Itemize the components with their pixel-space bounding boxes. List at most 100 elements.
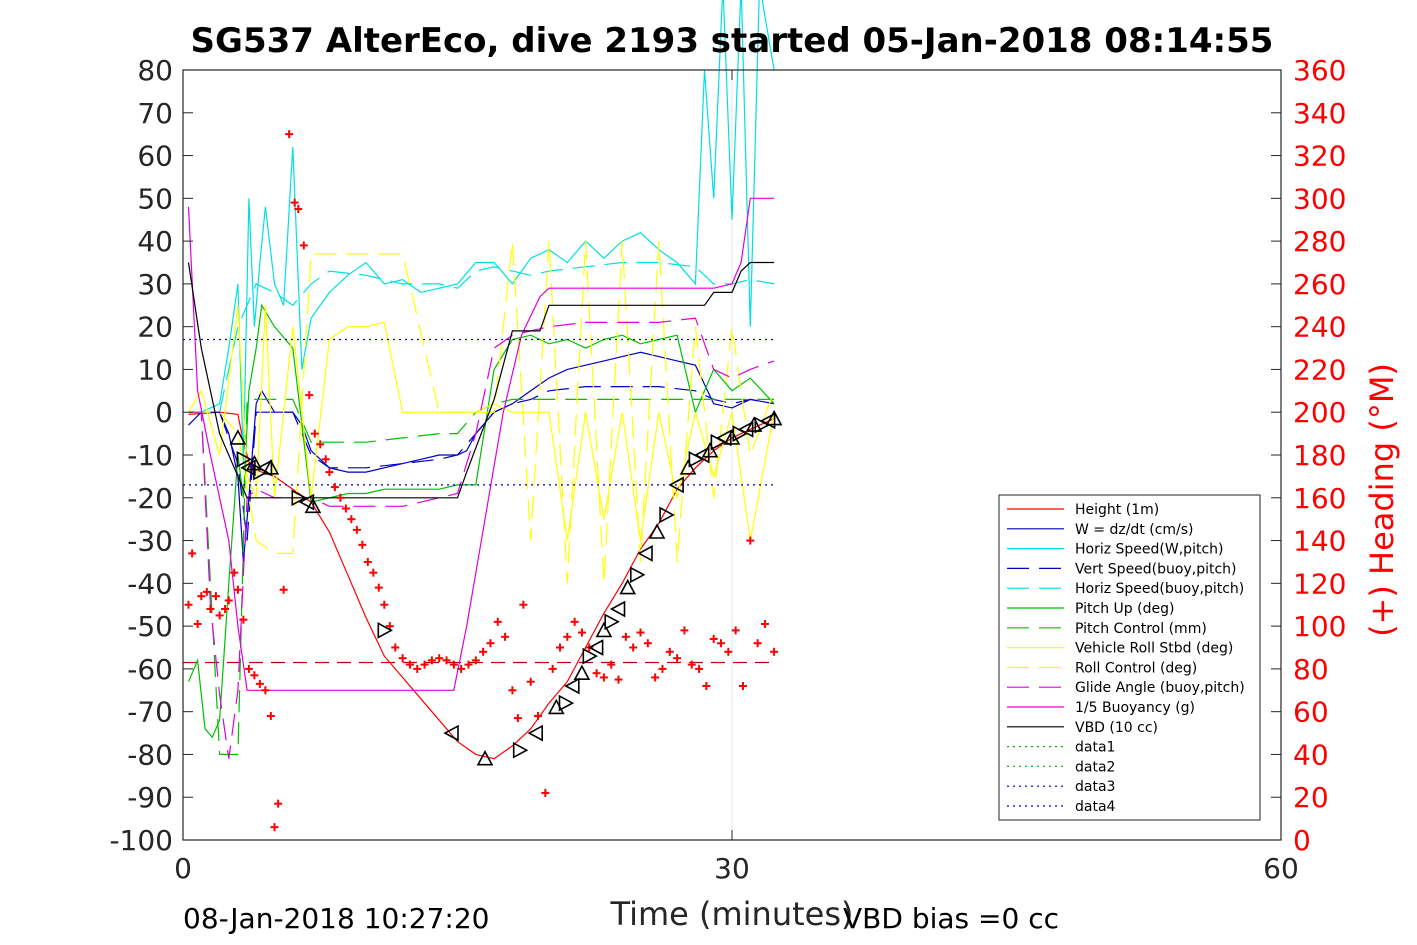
x-tick-label: 60	[1263, 852, 1299, 885]
heading-point	[442, 656, 451, 665]
heading-point	[299, 241, 308, 250]
vbd-bias-footer: VBD bias =0 cc	[843, 902, 1059, 935]
heading-point	[352, 525, 361, 534]
heading-point	[330, 483, 339, 492]
triangle-marker	[716, 429, 732, 447]
heading-point	[770, 647, 779, 656]
triangle-marker	[679, 459, 697, 475]
heading-point	[250, 671, 259, 680]
heading-point	[211, 592, 220, 601]
heading-point	[224, 596, 233, 605]
heading-point	[193, 619, 202, 628]
left-y-tick-label: 30	[137, 268, 173, 301]
heading-point	[369, 568, 378, 577]
heading-point	[336, 493, 345, 502]
heading-point	[760, 619, 769, 628]
triangle-marker	[648, 523, 666, 539]
heading-point	[184, 600, 193, 609]
heading-point	[695, 664, 704, 673]
series-line-9	[188, 317, 775, 759]
left-y-tick-label: -10	[127, 439, 173, 472]
legend-entry-label: Vert Speed(buoy,pitch)	[1075, 561, 1237, 577]
series-line-3	[188, 386, 775, 541]
right-y-tick-label: 280	[1293, 225, 1346, 258]
legend-entry-label: data3	[1075, 779, 1115, 795]
heading-point	[599, 673, 608, 682]
heading-point	[427, 656, 436, 665]
heading-point	[614, 675, 623, 684]
legend-entry-label: W = dz/dt (cm/s)	[1075, 522, 1194, 538]
triangle-marker	[723, 429, 741, 445]
heading-point	[555, 643, 564, 652]
legend-entry-label: Horiz Speed(W,pitch)	[1075, 542, 1223, 558]
series-line-1	[188, 351, 775, 562]
triangle-marker	[737, 420, 754, 438]
heading-point	[563, 632, 572, 641]
heading-point	[508, 686, 517, 695]
x-axis-label: Time (minutes)	[610, 895, 854, 933]
heading-point	[724, 647, 733, 656]
heading-point	[753, 639, 762, 648]
right-y-tick-label: 40	[1293, 738, 1329, 771]
legend-entry-label: Horiz Speed(buoy,pitch)	[1075, 581, 1244, 597]
timestamp-footer: 08-Jan-2018 10:27:20	[183, 902, 489, 935]
triangle-marker	[659, 506, 675, 524]
right-y-tick-label: 240	[1293, 311, 1346, 344]
legend-entry-label: 1/5 Buoyancy (g)	[1075, 700, 1195, 716]
right-y-tick-label: 160	[1293, 482, 1346, 515]
heading-point	[717, 639, 726, 648]
heading-point	[643, 639, 652, 648]
legend-entry-label: data1	[1075, 740, 1115, 756]
legend-entry-label: VBD (10 cc)	[1075, 720, 1158, 736]
left-y-tick-label: 70	[137, 97, 173, 130]
right-y-tick-label: 340	[1293, 97, 1346, 130]
heading-point	[513, 714, 522, 723]
triangle-marker	[476, 750, 494, 766]
left-y-tick-label: 10	[137, 353, 173, 386]
heading-point	[391, 643, 400, 652]
heading-point	[449, 660, 458, 669]
heading-point	[244, 664, 253, 673]
legend-entry-label: Roll Control (deg)	[1075, 660, 1197, 676]
heading-point	[651, 673, 660, 682]
heading-point	[501, 632, 510, 641]
triangle-marker	[377, 622, 393, 639]
heading-point	[526, 677, 535, 686]
left-y-tick-label: -60	[127, 653, 173, 686]
triangle-marker	[619, 578, 637, 595]
heading-point	[305, 391, 314, 400]
triangle-marker	[229, 429, 247, 445]
triangle-marker	[745, 416, 763, 432]
triangle-marker	[564, 677, 580, 695]
heading-point	[541, 788, 550, 797]
heading-point	[658, 664, 667, 673]
heading-point	[471, 656, 480, 665]
heading-point	[621, 632, 630, 641]
left-y-tick-label: -30	[127, 525, 173, 558]
heading-point	[673, 654, 682, 663]
heading-point	[636, 628, 645, 637]
heading-point	[270, 823, 279, 832]
heading-point	[420, 660, 429, 669]
left-y-tick-label: 50	[137, 182, 173, 215]
x-tick-label: 0	[174, 852, 192, 885]
heading-point	[233, 585, 242, 594]
right-y-tick-label: 260	[1293, 268, 1346, 301]
heading-point	[230, 568, 239, 577]
heading-point	[665, 647, 674, 656]
plot-area	[183, 0, 1281, 840]
triangle-marker	[668, 476, 684, 494]
left-y-tick-label: -20	[127, 482, 173, 515]
heading-point	[629, 643, 638, 652]
triangle-marker	[236, 450, 253, 468]
triangle-marker	[694, 446, 710, 464]
right-y-axis-label: (+) Heading (°M)	[1363, 363, 1401, 637]
axes: 80706050403020100-10-20-30-40-50-60-70-8…	[109, 54, 1346, 885]
triangle-marker	[587, 639, 604, 656]
heading-point	[325, 468, 334, 477]
heading-point	[746, 536, 755, 545]
left-y-tick-label: 60	[137, 140, 173, 173]
heading-point	[534, 711, 543, 720]
left-y-tick-label: -100	[109, 824, 173, 857]
series-line-2	[188, 0, 775, 464]
